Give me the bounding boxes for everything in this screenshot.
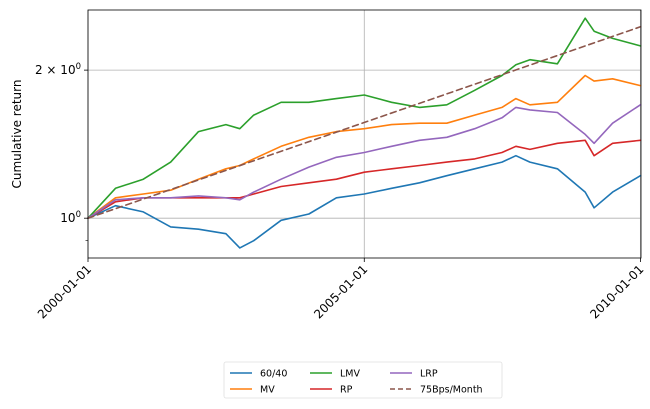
y-axis-title: Cumulative return bbox=[10, 80, 24, 189]
x-tick-label: 2005-01-01 bbox=[311, 262, 370, 321]
series-line-lrp bbox=[87, 104, 642, 219]
series-layer bbox=[87, 17, 642, 249]
x-tick-label: 2000-01-01 bbox=[35, 262, 94, 321]
y-tick-label-base: 10 bbox=[60, 211, 75, 225]
series-line-60-40 bbox=[87, 154, 642, 249]
y-tick-label-exponent: 0 bbox=[76, 62, 81, 72]
series-line-75bps-month bbox=[87, 25, 642, 219]
x-tick-label: 2010-01-01 bbox=[587, 262, 646, 321]
legend-box bbox=[223, 361, 503, 399]
y-tick-label: 2 × 100 bbox=[35, 62, 81, 77]
legend-label-rp: RP bbox=[340, 385, 353, 396]
y-tick-label-exponent: 0 bbox=[76, 210, 81, 220]
legend-label-lmv: LMV bbox=[340, 369, 360, 380]
series-line-lmv bbox=[87, 17, 642, 219]
legend-label-75bps-month: 75Bps/Month bbox=[420, 385, 483, 396]
legend-label-lrp: LRP bbox=[420, 369, 438, 380]
y-tick-label: 100 bbox=[60, 210, 81, 225]
legend-label-mv: MV bbox=[260, 385, 275, 396]
legend-label-60-40: 60/40 bbox=[260, 369, 287, 380]
legend: 60/40 MV LMV RP LRP 75Bps/Month bbox=[223, 361, 503, 399]
y-tick-label-base: 2 × 10 bbox=[35, 63, 76, 77]
series-line-rp bbox=[87, 139, 642, 219]
